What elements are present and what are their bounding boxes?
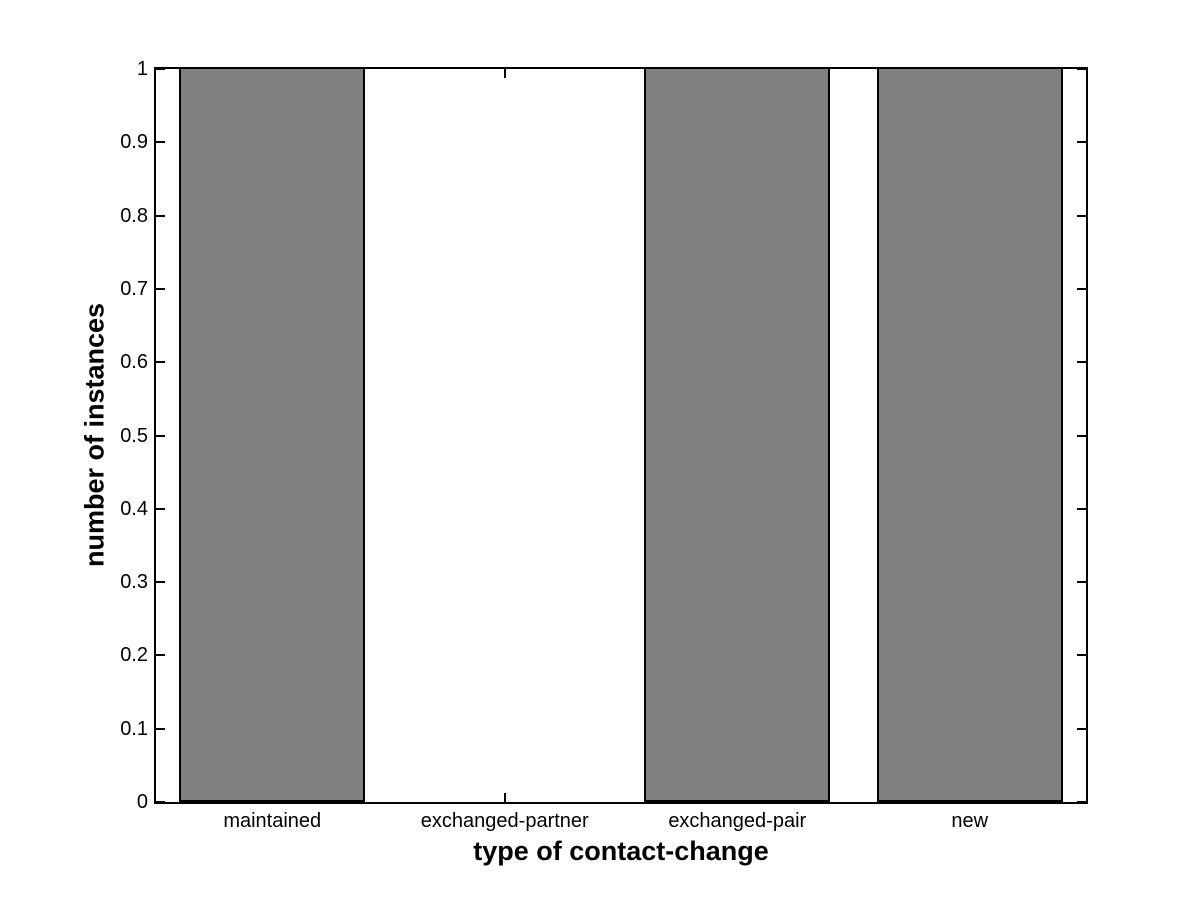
y-tick-right xyxy=(1077,141,1086,144)
y-tick-label: 0.7 xyxy=(120,277,148,300)
x-tick-bottom xyxy=(503,793,506,802)
x-tick-label: new xyxy=(951,810,989,832)
y-tick-left xyxy=(156,507,165,510)
y-tick-right xyxy=(1077,727,1086,730)
y-tick-right xyxy=(1077,68,1086,70)
y-tick-left xyxy=(156,581,165,584)
y-tick-label: 0.4 xyxy=(120,497,148,520)
bar-new xyxy=(876,67,1063,802)
axis-bottom-line xyxy=(154,802,1088,804)
y-tick-label: 0.3 xyxy=(120,571,148,594)
axis-top-line xyxy=(154,67,1088,69)
y-tick-left xyxy=(156,287,165,290)
bar-exchanged-pair xyxy=(644,67,831,802)
bar-maintained xyxy=(179,67,366,802)
y-tick-label: 0.6 xyxy=(120,351,148,374)
x-tick-label: maintained xyxy=(223,810,322,832)
y-tick-right xyxy=(1077,287,1086,290)
axis-right-line xyxy=(1086,67,1088,804)
y-tick-label: 0.8 xyxy=(120,204,148,227)
y-tick-right xyxy=(1077,654,1086,657)
y-tick-label: 1 xyxy=(136,58,148,80)
y-tick-left xyxy=(156,654,165,657)
y-tick-right xyxy=(1077,507,1086,510)
y-tick-label: 0 xyxy=(136,791,148,813)
plot-area xyxy=(154,67,1088,804)
y-tick-right xyxy=(1077,361,1086,364)
y-tick-left xyxy=(156,68,165,70)
x-tick-label: exchanged-partner xyxy=(420,810,589,832)
y-tick-left xyxy=(156,361,165,364)
y-tick-right xyxy=(1077,214,1086,217)
y-tick-left xyxy=(156,434,165,437)
y-tick-right xyxy=(1077,434,1086,437)
y-tick-label: 0.1 xyxy=(120,717,148,740)
axis-left-line xyxy=(154,67,156,804)
y-tick-left xyxy=(156,141,165,144)
y-tick-label: 0.9 xyxy=(120,131,148,154)
x-tick-top xyxy=(503,69,506,78)
y-tick-left xyxy=(156,214,165,217)
y-tick-left xyxy=(156,727,165,730)
y-tick-label: 0.2 xyxy=(120,644,148,667)
y-tick-right xyxy=(1077,581,1086,584)
x-tick-label: exchanged-pair xyxy=(668,810,807,832)
x-axis-title: type of contact-change xyxy=(473,836,769,866)
y-tick-label: 0.5 xyxy=(120,424,148,447)
